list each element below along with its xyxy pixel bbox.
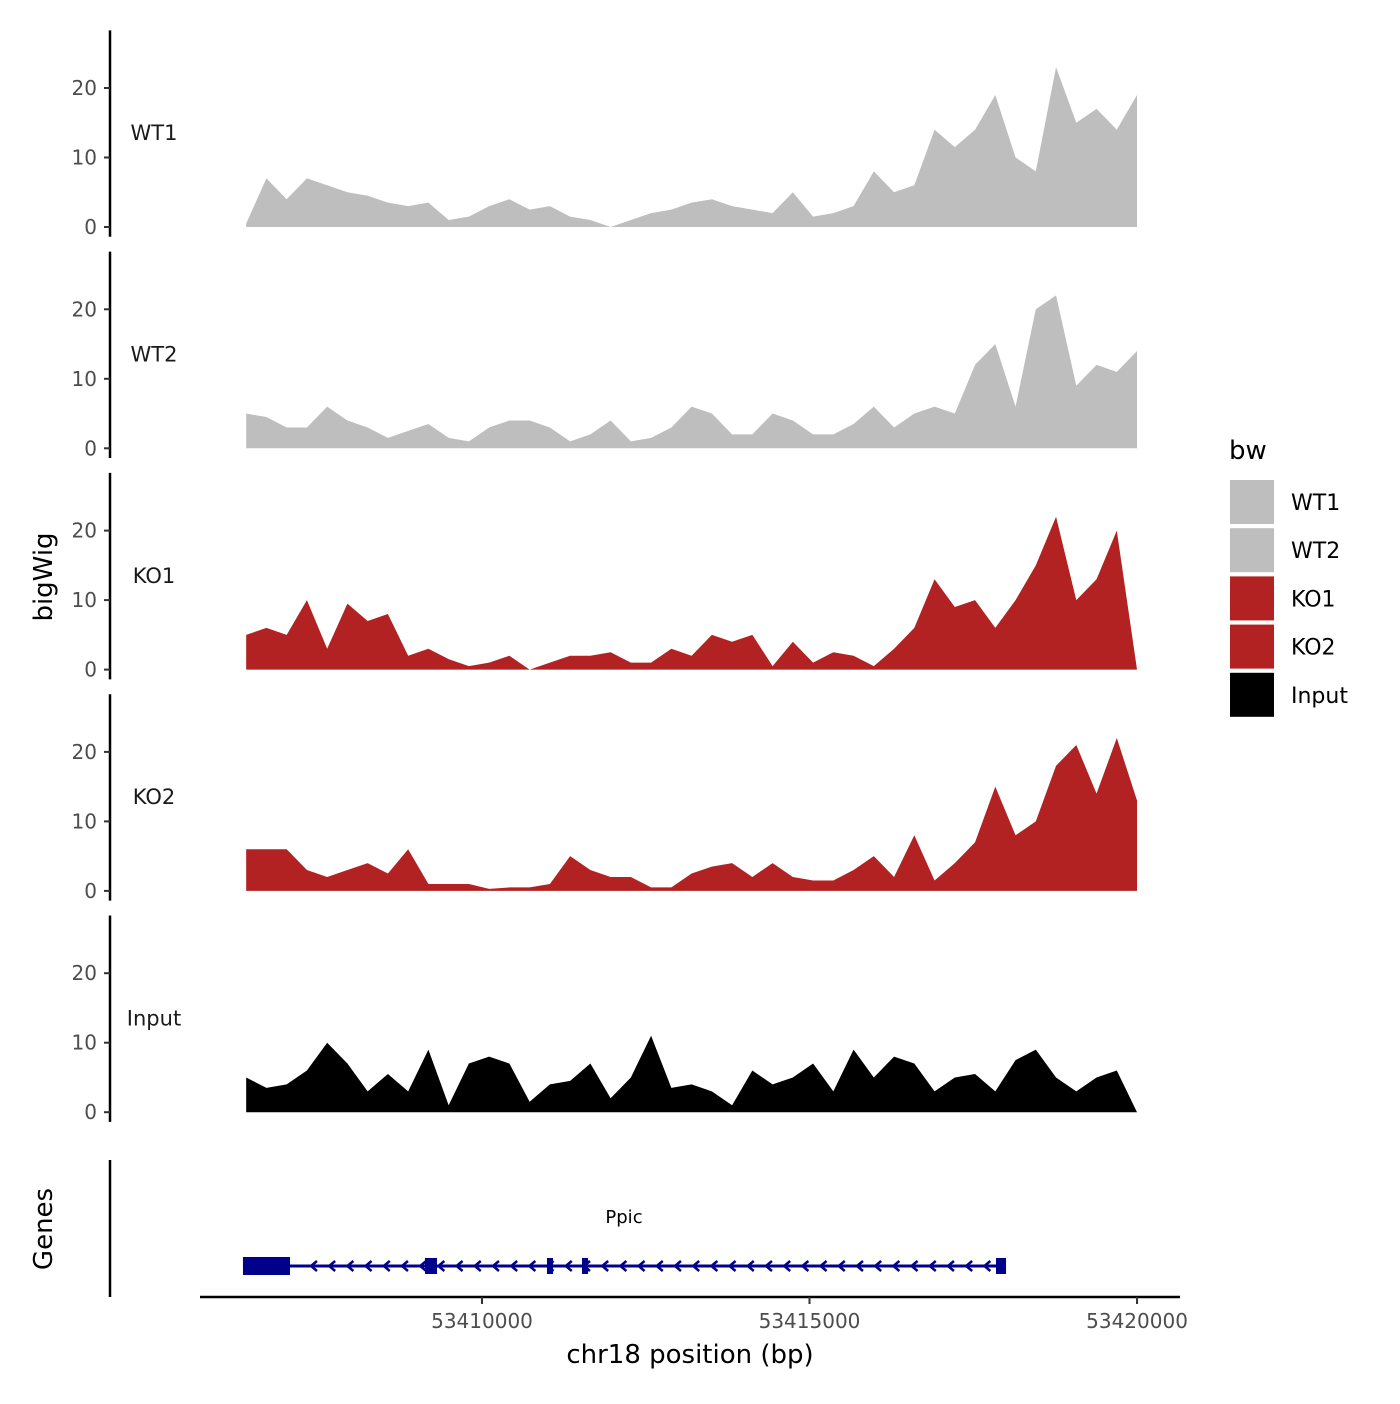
strand-arrow-icon [764,1260,773,1272]
legend-label: KO2 [1291,636,1336,661]
y-tick-label: 0 [84,1100,97,1124]
strand-arrow-icon [691,1260,700,1272]
strand-arrow-icon [436,1260,446,1272]
strand-arrow-icon [673,1260,682,1272]
y-tick-label: 0 [84,658,97,682]
strand-arrow-icon [709,1260,719,1272]
exon [546,1258,553,1274]
legend-key-wt2 [1230,528,1274,573]
genes-axis-title: Genes [29,1188,59,1270]
legend: bw WT1 WT2 KO1 KO2 Input [1229,436,1348,717]
y-tick-label: 10 [72,1031,97,1055]
y-tick-label: 0 [84,879,97,903]
strand-arrow-icon [527,1260,537,1272]
strand-arrow-icon [454,1260,464,1272]
strand-arrow-icon [563,1260,573,1272]
legend-title: bw [1229,436,1267,466]
strand-arrow-icon [600,1260,609,1272]
legend-key-wt1 [1230,480,1274,524]
strand-arrow-icon [381,1260,391,1272]
x-axis-title: chr18 position (bp) [566,1340,813,1370]
y-tick-label: 10 [72,588,97,612]
strand-arrow-icon [891,1260,901,1272]
exon [996,1258,1007,1274]
strand-arrow-icon [327,1260,336,1272]
strand-arrow-icon [982,1260,992,1272]
legend-label: KO1 [1291,587,1336,612]
signal-area-wt1 [246,67,1138,228]
exon [425,1258,437,1274]
signal-area-wt2 [246,295,1138,449]
strand-arrow-icon [927,1260,937,1272]
y-tick-label: 20 [72,297,97,321]
exon [582,1258,589,1274]
signal-area-ko2 [246,738,1138,891]
strand-arrow-icon [818,1260,828,1272]
track-label: WT2 [131,342,178,366]
track-wt2: 0 10 20 WT2 [72,251,1138,460]
strand-arrow-icon [509,1260,518,1272]
track-label: KO1 [133,564,176,588]
strand-arrow-icon [400,1260,409,1272]
strand-arrow-icon [618,1260,628,1272]
track-input: 0 10 20 Input [72,915,1138,1124]
genes-panel: Ppic [108,1160,1007,1297]
y-tick-label: 20 [72,961,97,985]
legend-label: WT1 [1291,491,1340,516]
strand-arrow-icon [836,1260,846,1272]
strand-arrow-icon [345,1260,355,1272]
track-wt1: 0 10 20 WT1 [72,30,1138,239]
gene-model [242,1257,1007,1275]
strand-arrow-icon [418,1260,427,1272]
strand-arrow-icon [472,1260,482,1272]
legend-key-ko2 [1230,624,1274,669]
y-tick-label: 0 [84,215,97,239]
y-tick-label: 20 [72,740,97,764]
track-ko2: 0 10 20 KO2 [72,694,1138,903]
gene-label: Ppic [605,1207,642,1228]
strand-arrow-icon [309,1260,318,1272]
strand-arrow-icon [964,1260,973,1272]
legend-label: Input [1291,684,1348,709]
strand-arrow-icon [946,1260,955,1272]
strand-arrow-icon [636,1260,646,1272]
y-tick-label: 0 [84,436,97,460]
strand-arrow-icon [654,1260,664,1272]
strand-arrow-icon [873,1260,882,1272]
strand-arrow-icon [491,1260,500,1272]
strand-arrow-icon [727,1260,737,1272]
y-tick-label: 10 [72,146,97,170]
strand-arrow-icon [855,1260,864,1272]
y-tick-label: 10 [72,367,97,391]
y-axis-title: bigWig [29,532,59,621]
signal-area-input [246,1035,1138,1113]
legend-key-input [1230,672,1274,717]
strand-arrow-icon [800,1260,810,1272]
signal-panels: 0 10 20 WT1 0 10 20 WT2 0 10 20 KO1 0 10 20 KO2 0 10 20 Inp… [72,30,1138,1124]
x-tick-label: 53420000 [1086,1309,1188,1333]
y-tick-label: 20 [72,76,97,100]
x-axis: 53410000 53415000 53420000 [200,1295,1188,1333]
x-tick-label: 53410000 [431,1309,533,1333]
exon [242,1257,291,1275]
track-ko1: 0 10 20 KO1 [72,472,1138,682]
track-label: WT1 [131,121,178,145]
strand-arrow-icon [782,1260,791,1272]
strand-arrow-icon [909,1260,919,1272]
y-tick-label: 20 [72,519,97,543]
signal-area-ko1 [246,516,1138,670]
x-tick-label: 53415000 [759,1309,861,1333]
y-tick-label: 10 [72,809,97,833]
track-label: KO2 [133,785,176,809]
legend-label: WT2 [1291,539,1340,564]
strand-arrow-icon [745,1260,755,1272]
legend-key-ko1 [1230,576,1274,621]
strand-arrow-icon [363,1260,373,1272]
track-label: Input [127,1006,181,1030]
